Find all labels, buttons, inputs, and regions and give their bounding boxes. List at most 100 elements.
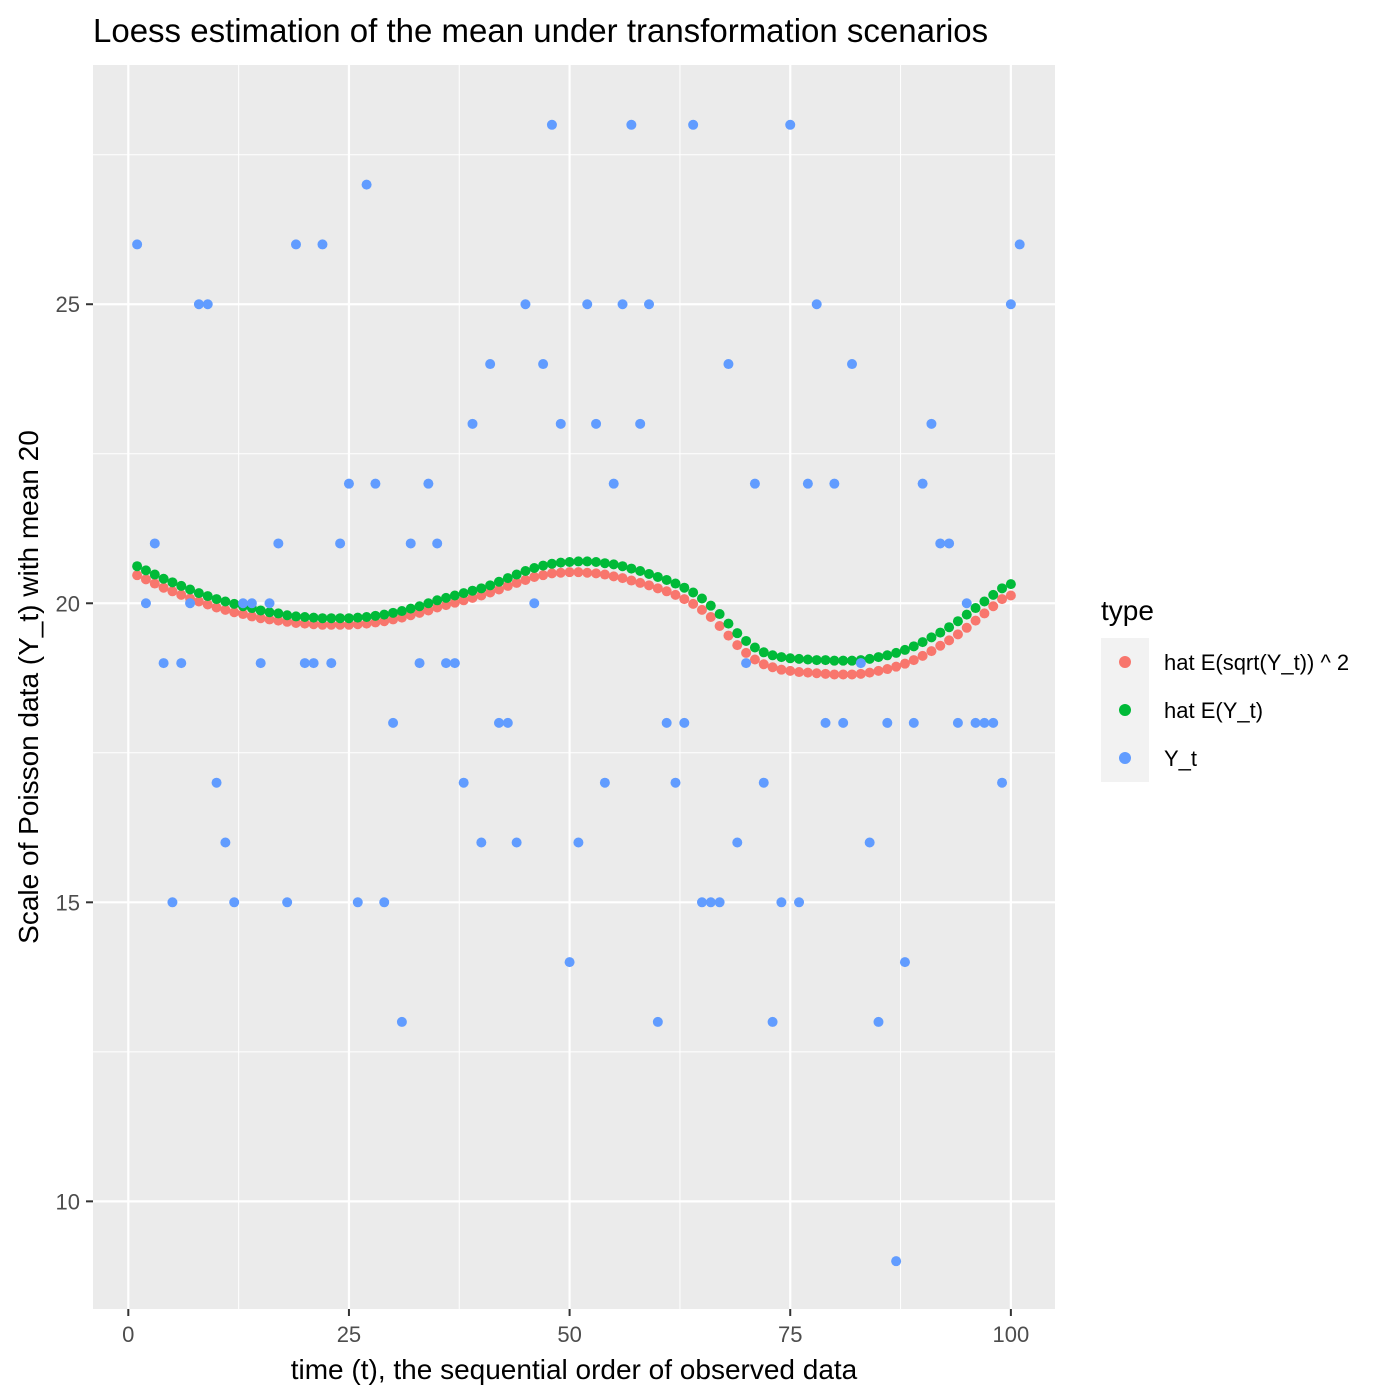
data-point xyxy=(917,478,928,489)
x-tick-label: 25 xyxy=(337,1322,361,1347)
data-point xyxy=(988,601,999,612)
data-point xyxy=(202,299,213,310)
data-point xyxy=(838,655,849,666)
data-point xyxy=(749,654,760,665)
data-point xyxy=(246,598,257,609)
data-point xyxy=(467,585,478,596)
data-point xyxy=(873,1016,884,1027)
data-point xyxy=(944,635,955,646)
plot-panel xyxy=(93,65,1055,1309)
data-point xyxy=(820,655,831,666)
data-point xyxy=(379,609,390,620)
data-point xyxy=(317,239,328,250)
data-point xyxy=(149,578,160,589)
series-1 xyxy=(132,556,1016,666)
data-point xyxy=(546,119,557,130)
data-point xyxy=(379,897,390,908)
data-point xyxy=(290,239,301,250)
data-point xyxy=(626,563,637,574)
data-point xyxy=(882,650,893,661)
data-point xyxy=(591,568,602,579)
data-point xyxy=(608,559,619,570)
data-point xyxy=(997,583,1008,594)
data-point xyxy=(723,359,734,370)
data-point xyxy=(864,653,875,664)
data-point xyxy=(529,598,540,609)
data-point xyxy=(838,669,849,680)
data-point xyxy=(423,605,434,616)
data-point xyxy=(961,598,972,609)
data-point xyxy=(599,569,610,580)
legend-key-point xyxy=(1119,656,1131,668)
data-point xyxy=(405,538,416,549)
data-point xyxy=(661,586,672,597)
data-point xyxy=(573,567,584,578)
data-point xyxy=(290,611,301,622)
data-point xyxy=(617,299,628,310)
data-point xyxy=(396,1016,407,1027)
data-point xyxy=(767,662,778,673)
data-point xyxy=(229,607,240,618)
data-point xyxy=(388,607,399,618)
data-point xyxy=(361,612,372,623)
data-point xyxy=(476,837,487,848)
data-point xyxy=(670,777,681,788)
data-point xyxy=(873,665,884,676)
data-point xyxy=(343,478,354,489)
data-point xyxy=(688,598,699,609)
data-point xyxy=(732,628,743,639)
data-point xyxy=(705,600,716,611)
data-point xyxy=(899,644,910,655)
data-point xyxy=(538,560,549,571)
data-point xyxy=(997,594,1008,605)
data-point xyxy=(705,897,716,908)
data-point xyxy=(891,661,902,672)
data-point xyxy=(441,658,452,669)
data-point xyxy=(193,596,204,607)
data-point xyxy=(441,592,452,603)
data-point xyxy=(414,601,425,612)
data-point xyxy=(961,609,972,620)
data-point xyxy=(158,573,169,584)
data-point xyxy=(573,556,584,567)
data-point xyxy=(220,596,231,607)
data-point xyxy=(564,557,575,568)
data-point xyxy=(264,614,275,625)
series-layer xyxy=(132,119,1025,1267)
data-point xyxy=(255,613,266,624)
data-point xyxy=(273,615,284,626)
data-point xyxy=(485,359,496,370)
y-tick-label: 15 xyxy=(56,890,80,915)
data-point xyxy=(732,837,743,848)
y-tick-label: 10 xyxy=(56,1189,80,1214)
data-point xyxy=(847,359,858,370)
data-point xyxy=(608,571,619,582)
data-point xyxy=(273,608,284,619)
data-point xyxy=(520,299,531,310)
data-point xyxy=(555,567,566,578)
data-point xyxy=(926,418,937,429)
data-point xyxy=(591,418,602,429)
data-point xyxy=(238,609,249,620)
data-point xyxy=(679,582,690,593)
data-point xyxy=(458,777,469,788)
data-point xyxy=(749,478,760,489)
data-point xyxy=(696,897,707,908)
data-point xyxy=(882,664,893,675)
data-point xyxy=(370,478,381,489)
data-point xyxy=(758,659,769,670)
data-point xyxy=(802,478,813,489)
grid-major xyxy=(93,65,1055,1309)
data-point xyxy=(502,717,513,728)
data-point xyxy=(255,605,266,616)
data-point xyxy=(847,669,858,680)
data-point xyxy=(785,665,796,676)
data-point xyxy=(820,717,831,728)
data-point xyxy=(229,897,240,908)
data-point xyxy=(582,556,593,567)
data-point xyxy=(917,650,928,661)
data-point xyxy=(502,580,513,591)
data-point xyxy=(944,622,955,633)
data-point xyxy=(714,609,725,620)
